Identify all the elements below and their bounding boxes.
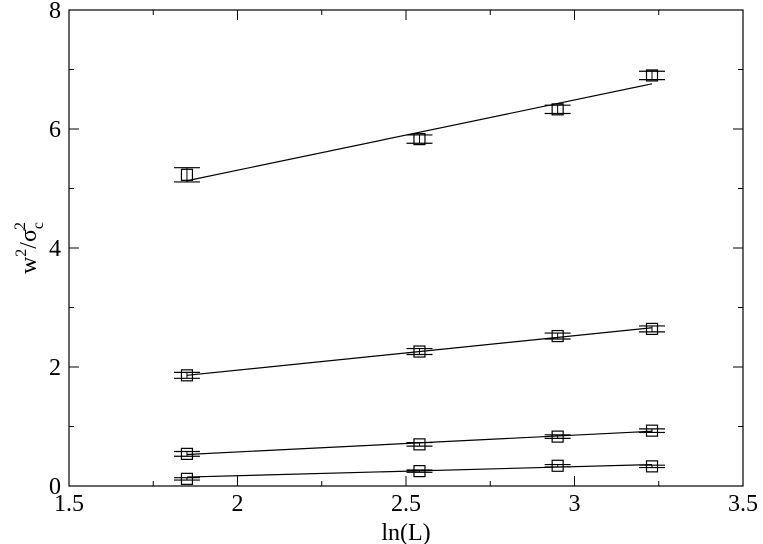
data-point-square [551,329,564,343]
x-tick-label: 3.5 [728,491,758,517]
data-point-square [413,345,426,358]
series-1 [173,69,666,183]
data-point-square [645,322,659,336]
x-tick-label: 2.5 [391,491,421,517]
data-point-square [551,459,564,472]
x-axis-label: ln(L) [381,520,430,544]
y-label-sup2: 2 [12,222,29,230]
data-point-square [645,424,659,437]
data-point-square [413,438,426,451]
series-4 [173,459,666,485]
data-point-square [645,69,659,82]
data-point-square [180,472,194,485]
fit-line [186,83,653,182]
x-tick-label: 2 [232,491,244,517]
x-tick-label: 1.5 [54,491,84,517]
data-point-square [645,460,659,473]
y-label-w: w [16,256,42,274]
y-label-slash: / [16,242,42,249]
data-point-square [180,168,194,181]
plot-marks [173,69,666,485]
series-2 [173,322,666,382]
data-point-square [180,369,194,382]
series-3 [173,424,666,460]
y-axis-label: w2/σc2 [12,222,47,274]
y-label-sigma: σ [16,229,42,242]
y-label-sub2: c [30,222,47,229]
axis-ticks: 1.5 2 2.5 3 3.5 0 2 4 6 8 [49,0,758,517]
y-tick-label: 0 [49,474,61,500]
y-label-sup1: 2 [13,249,30,257]
data-point-square [180,447,194,460]
y-tick-label: 4 [49,236,61,262]
data-point-square [551,103,564,116]
y-tick-label: 8 [49,0,61,24]
data-point-square [413,133,426,146]
plot-frame [68,9,744,487]
y-tick-label: 6 [49,117,61,143]
x-tick-label: 3 [569,491,581,517]
data-point-square [551,430,564,443]
y-tick-label: 2 [49,355,61,381]
data-point-square [413,465,426,478]
